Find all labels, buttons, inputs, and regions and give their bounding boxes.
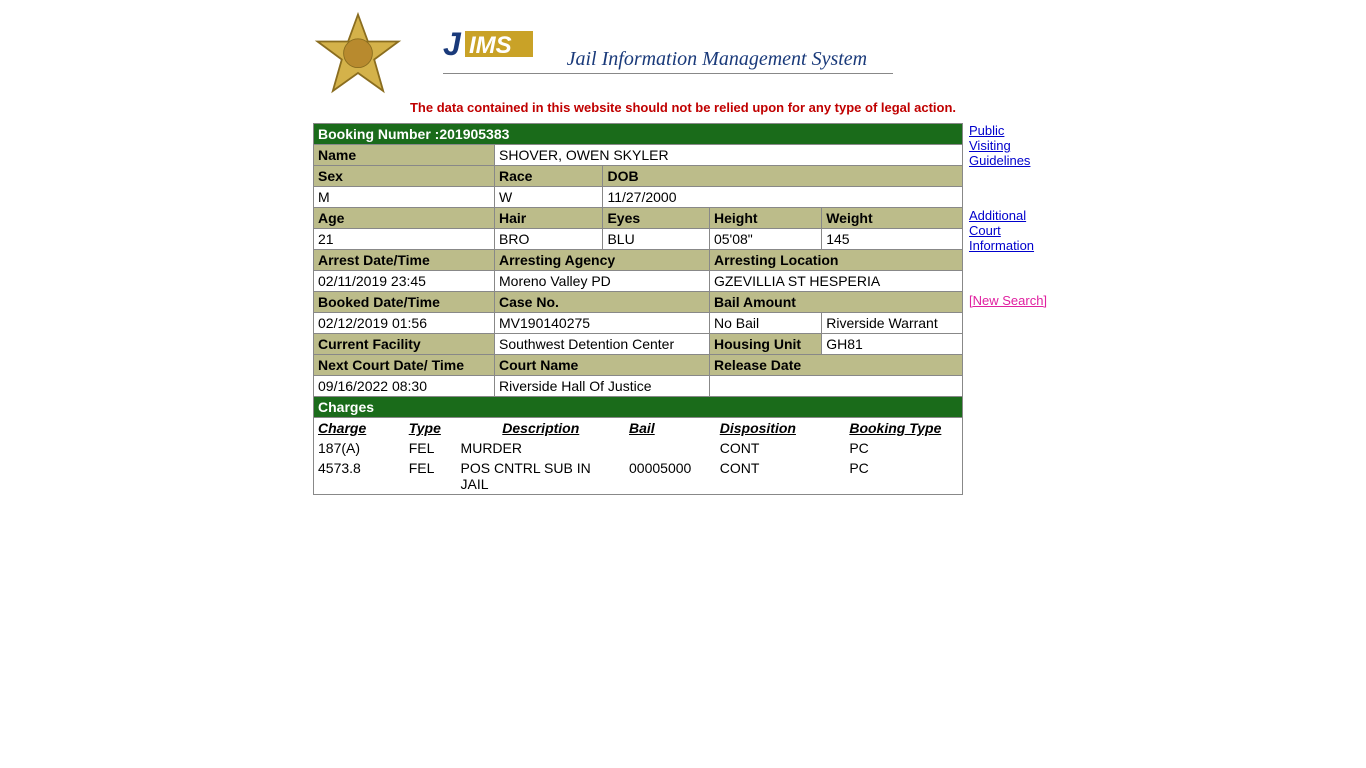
public-visiting-link[interactable]: Public Visiting Guidelines: [969, 123, 1030, 168]
bail-amount-value: No Bail: [709, 313, 821, 334]
booking-detail-table: Booking Number :201905383 Name SHOVER, O…: [313, 123, 963, 495]
side-links: Public Visiting Guidelines Additional Co…: [969, 123, 1049, 308]
eyes-label: Eyes: [603, 208, 710, 229]
svg-text:IMS: IMS: [469, 32, 512, 59]
svg-text:J: J: [443, 26, 462, 62]
current-facility-value: Southwest Detention Center: [495, 334, 710, 355]
court-name-label: Court Name: [495, 355, 710, 376]
dob-label: DOB: [603, 166, 963, 187]
arresting-agency-label: Arresting Agency: [495, 250, 710, 271]
case-no-value: MV190140275: [495, 313, 710, 334]
charge-cell-description: MURDER: [457, 438, 625, 458]
system-name: Jail Information Management System: [567, 48, 868, 70]
housing-unit-label: Housing Unit: [709, 334, 821, 355]
next-court-dt-value: 09/16/2022 08:30: [314, 376, 495, 397]
housing-unit-value: GH81: [822, 334, 963, 355]
race-label: Race: [495, 166, 603, 187]
charges-col-booking-type: Booking Type: [845, 418, 962, 438]
dob-value: 11/27/2000: [603, 187, 963, 208]
charge-cell-disposition: CONT: [716, 458, 846, 494]
height-label: Height: [709, 208, 821, 229]
additional-court-info-link[interactable]: Additional Court Information: [969, 208, 1034, 253]
next-court-dt-label: Next Court Date/ Time: [314, 355, 495, 376]
charge-cell-charge: 4573.8: [314, 458, 405, 494]
charges-col-type: Type: [405, 418, 457, 438]
release-date-label: Release Date: [709, 355, 962, 376]
name-value: SHOVER, OWEN SKYLER: [495, 145, 963, 166]
weight-value: 145: [822, 229, 963, 250]
charge-cell-disposition: CONT: [716, 438, 846, 458]
disclaimer-text: The data contained in this website shoul…: [313, 100, 1053, 115]
charge-row: 4573.8FELPOS CNTRL SUB IN JAIL00005000CO…: [314, 458, 962, 494]
hair-label: Hair: [495, 208, 603, 229]
page-header: J IMS Jail Information Management System: [313, 10, 1053, 90]
arresting-agency-value: Moreno Valley PD: [495, 271, 710, 292]
charges-header: Charges: [314, 397, 963, 418]
court-name-value: Riverside Hall Of Justice: [495, 376, 710, 397]
booked-dt-label: Booked Date/Time: [314, 292, 495, 313]
charges-col-disposition: Disposition: [716, 418, 846, 438]
sex-label: Sex: [314, 166, 495, 187]
charges-table: Charge Type Description Bail Disposition…: [314, 418, 962, 494]
eyes-value: BLU: [603, 229, 710, 250]
booking-number-label: Booking Number :: [318, 126, 439, 142]
arresting-location-value: GZEVILLIA ST HESPERIA: [709, 271, 962, 292]
new-search-link[interactable]: [New Search]: [969, 293, 1047, 308]
hair-value: BRO: [495, 229, 603, 250]
case-no-label: Case No.: [495, 292, 710, 313]
arresting-location-label: Arresting Location: [709, 250, 962, 271]
release-date-value: [709, 376, 962, 397]
sheriff-badge-icon: [313, 10, 403, 103]
bail-amount-label: Bail Amount: [709, 292, 962, 313]
charges-col-bail: Bail: [625, 418, 716, 438]
charge-cell-bail: [625, 438, 716, 458]
race-value: W: [495, 187, 603, 208]
current-facility-label: Current Facility: [314, 334, 495, 355]
age-label: Age: [314, 208, 495, 229]
charge-cell-booking_type: PC: [845, 458, 962, 494]
charge-row: 187(A)FELMURDER CONTPC: [314, 438, 962, 458]
charge-cell-charge: 187(A): [314, 438, 405, 458]
booking-number-value: 201905383: [439, 126, 509, 142]
charges-col-charge: Charge: [314, 418, 405, 438]
arrest-dt-value: 02/11/2019 23:45: [314, 271, 495, 292]
height-value: 05'08": [709, 229, 821, 250]
booking-number-row: Booking Number :201905383: [314, 124, 963, 145]
charges-col-description: Description: [457, 418, 625, 438]
charge-cell-type: FEL: [405, 438, 457, 458]
name-label: Name: [314, 145, 495, 166]
charge-cell-booking_type: PC: [845, 438, 962, 458]
age-value: 21: [314, 229, 495, 250]
jims-logo: J IMS Jail Information Management System: [443, 25, 893, 74]
booked-dt-value: 02/12/2019 01:56: [314, 313, 495, 334]
weight-label: Weight: [822, 208, 963, 229]
charge-cell-bail: 00005000: [625, 458, 716, 494]
sex-value: M: [314, 187, 495, 208]
bail-note-value: Riverside Warrant: [822, 313, 963, 334]
arrest-dt-label: Arrest Date/Time: [314, 250, 495, 271]
charge-cell-description: POS CNTRL SUB IN JAIL: [457, 458, 625, 494]
charge-cell-type: FEL: [405, 458, 457, 494]
